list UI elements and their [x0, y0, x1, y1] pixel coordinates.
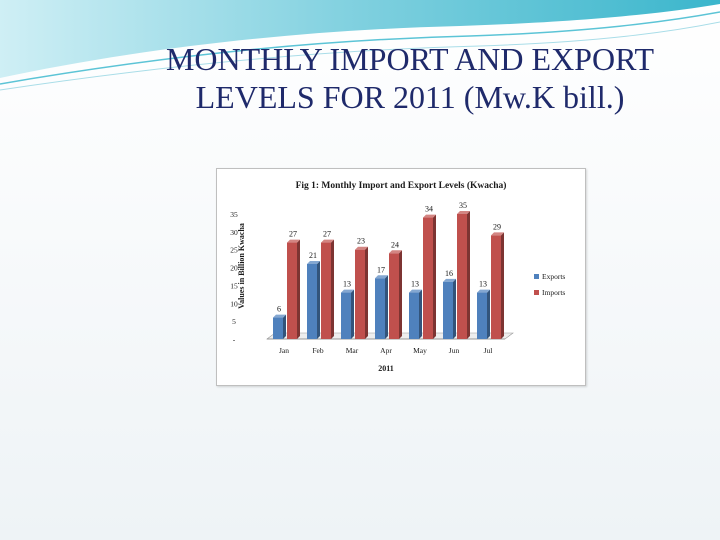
- legend-swatch-imports: [534, 290, 539, 295]
- bar-exports-mar: [341, 289, 354, 339]
- x-tick-label: Apr: [380, 346, 392, 355]
- data-label-imports: 27: [323, 230, 331, 239]
- plot-area: - 5 10 15 20 25 30 35 6 21 13 17 13 16 13 27 27 23 24 34 35 2…: [230, 201, 514, 355]
- data-label-exports: 13: [343, 280, 351, 289]
- bar-exports-jan: [273, 314, 286, 339]
- data-label-imports: 23: [357, 237, 365, 246]
- wave-banner: [0, 0, 720, 91]
- legend-swatch-exports: [534, 274, 539, 279]
- bar-imports-jul: [491, 232, 504, 339]
- data-label-imports: 35: [459, 201, 467, 210]
- data-label-imports: 27: [289, 230, 297, 239]
- legend-label-exports: Exports: [542, 272, 565, 281]
- slide-title: MONTHLY IMPORT AND EXPORT LEVELS FOR 201…: [130, 40, 690, 116]
- y-tick-label: 25: [230, 246, 238, 255]
- chart-title: Fig 1: Monthly Import and Export Levels …: [296, 180, 507, 191]
- data-label-exports: 13: [479, 280, 487, 289]
- x-tick-label: Feb: [312, 346, 324, 355]
- y-axis-title: Values in Billion Kwacha: [237, 223, 246, 309]
- y-tick-label: 20: [230, 264, 238, 273]
- y-tick-label: 5: [232, 317, 236, 326]
- x-tick-label: Jun: [449, 346, 460, 355]
- data-label-exports: 6: [277, 305, 281, 314]
- y-tick-label: -: [233, 335, 236, 344]
- data-label-imports: 29: [493, 222, 501, 231]
- bar-exports-apr: [375, 275, 388, 339]
- bar-exports-may: [409, 289, 422, 339]
- slide-title-line1: MONTHLY IMPORT AND EXPORT: [165, 41, 655, 77]
- banner-wave-line: [0, 11, 720, 85]
- data-label-exports: 17: [377, 265, 385, 274]
- x-axis-title: 2011: [378, 364, 394, 373]
- x-tick-label: May: [413, 346, 427, 355]
- bar-imports-apr: [389, 250, 402, 339]
- bar-exports-jun: [443, 278, 456, 339]
- chart-frame: Fig 1: Monthly Import and Export Levels …: [216, 168, 586, 386]
- x-tick-label: Jul: [484, 346, 493, 355]
- bar-exports-feb: [307, 261, 320, 339]
- banner-wave-line-2: [0, 21, 720, 91]
- y-tick-label: 35: [230, 210, 238, 219]
- bar-exports-jul: [477, 289, 490, 339]
- data-label-exports: 21: [309, 251, 317, 260]
- banner-wave-fill: [0, 0, 720, 78]
- bar-imports-may: [423, 214, 436, 339]
- bar-chart: Fig 1: Monthly Import and Export Levels …: [230, 180, 565, 373]
- data-label-imports: 24: [391, 240, 399, 249]
- data-label-imports: 34: [425, 205, 433, 214]
- chart-legend: Exports Imports: [534, 272, 565, 297]
- legend-label-imports: Imports: [542, 288, 565, 297]
- bar-imports-feb: [321, 239, 334, 339]
- x-tick-label: Jan: [279, 346, 289, 355]
- x-tick-label: Mar: [346, 346, 359, 355]
- bar-imports-jun: [457, 211, 470, 339]
- y-tick-label: 30: [230, 228, 238, 237]
- slide-title-line2: LEVELS FOR 2011 (Mw.K bill.): [195, 79, 625, 115]
- bar-imports-mar: [355, 246, 368, 339]
- y-tick-label: 15: [230, 281, 238, 290]
- data-label-exports: 16: [445, 269, 453, 278]
- data-label-exports: 13: [411, 280, 419, 289]
- y-tick-label: 10: [230, 299, 238, 308]
- bar-imports-jan: [287, 239, 300, 339]
